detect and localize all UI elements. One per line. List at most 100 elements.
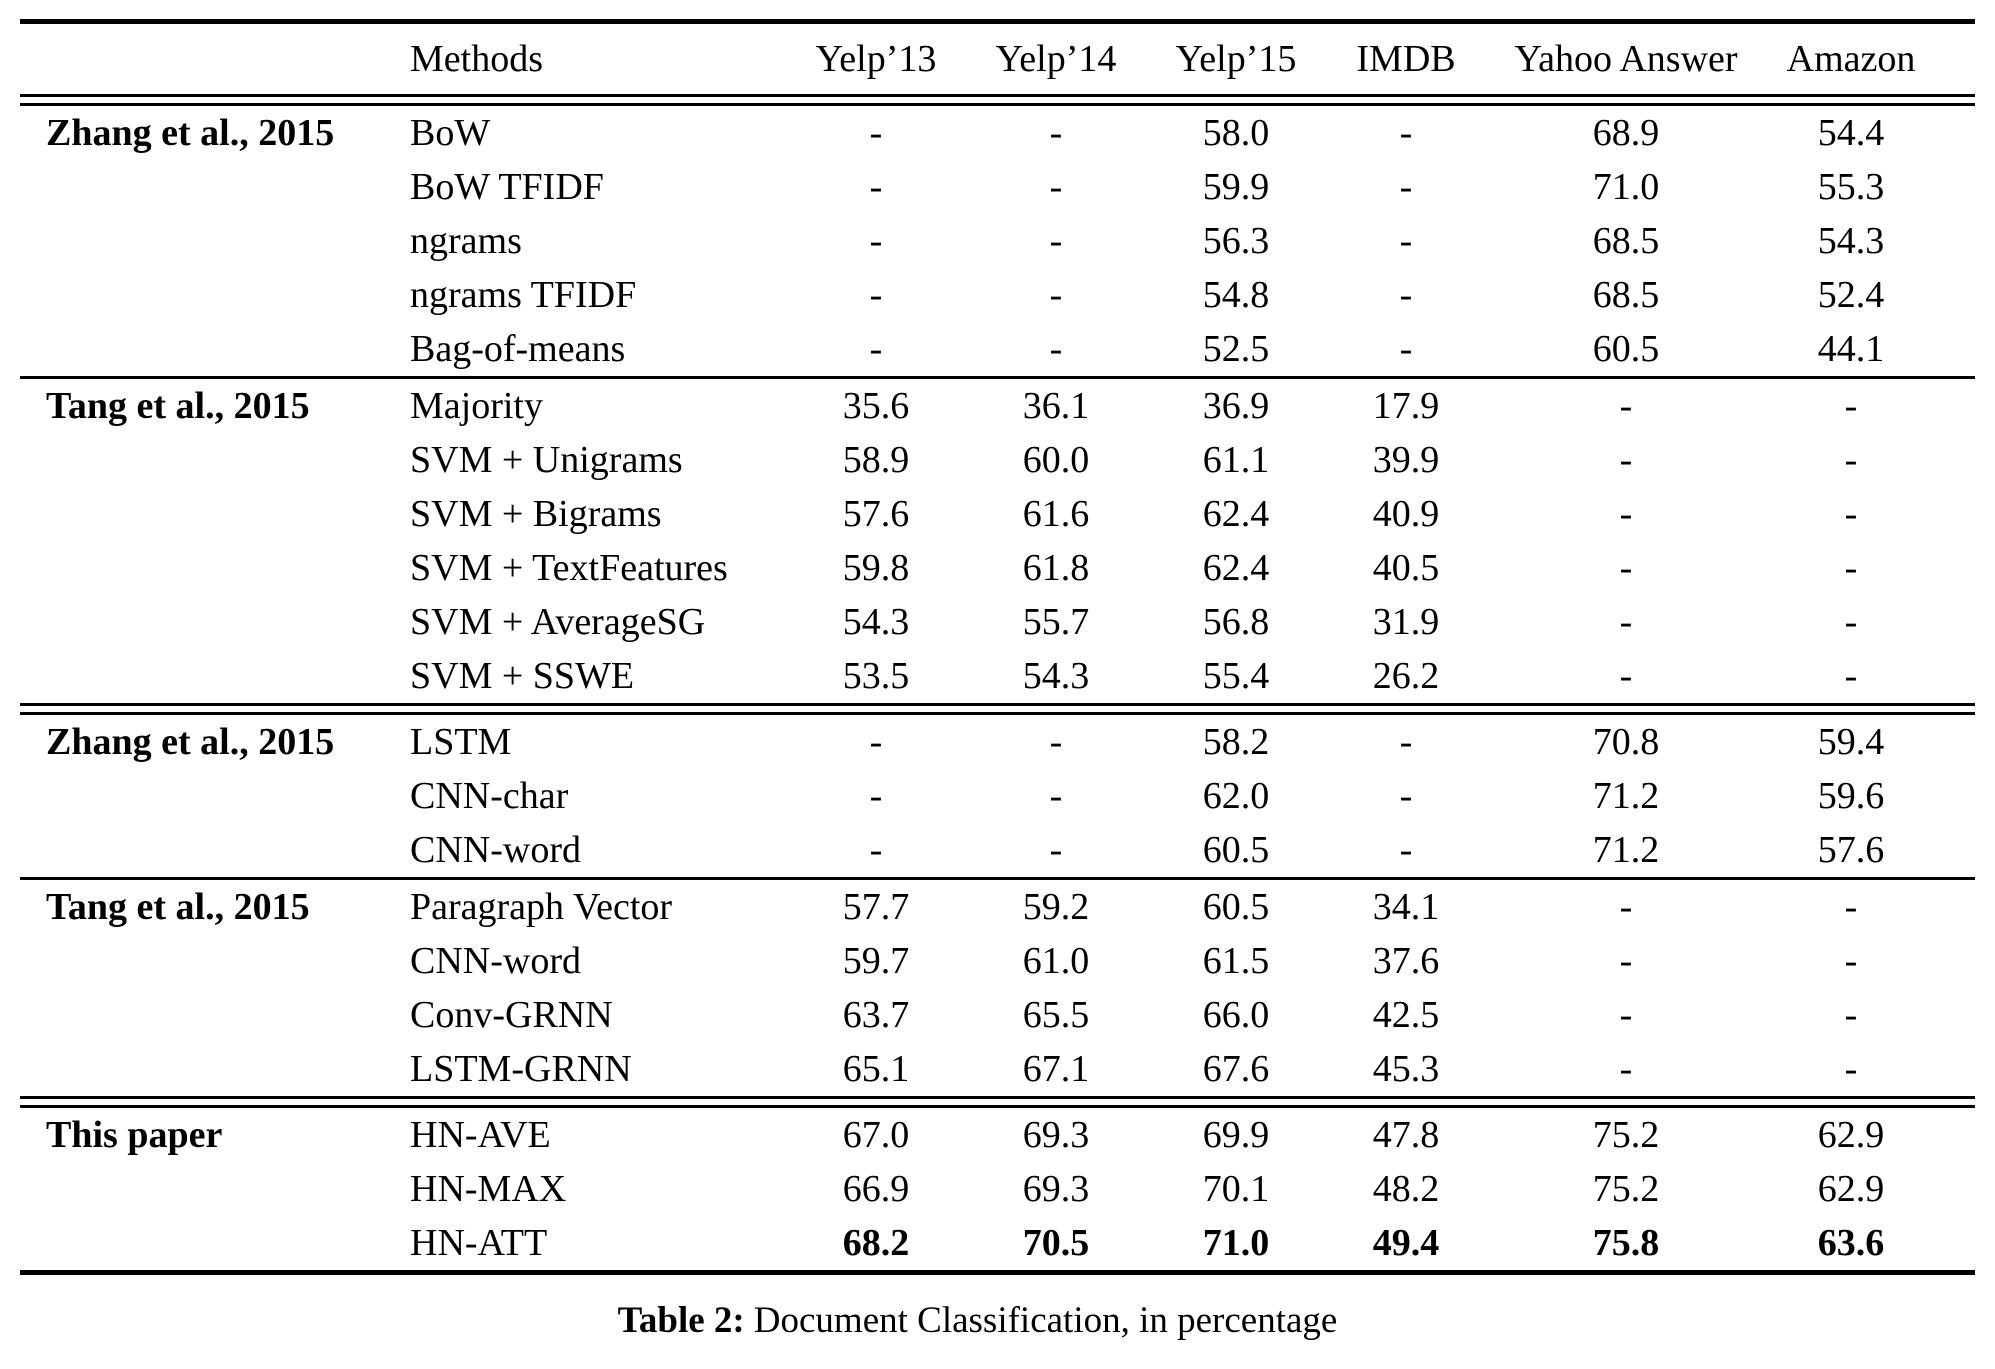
value-cell: 57.6 [1817, 829, 1885, 871]
value-cell: - [1844, 385, 1858, 427]
value-cell: - [1619, 994, 1633, 1036]
value-cell: 61.5 [1202, 940, 1270, 982]
value-cell: 40.9 [1372, 493, 1440, 535]
value-cell: 69.3 [1022, 1168, 1090, 1210]
value-cell: 63.7 [842, 994, 910, 1036]
value-cell: - [1619, 439, 1633, 481]
method-cell: LSTM [410, 721, 512, 763]
value-cell: - [1619, 655, 1633, 697]
value-cell: - [1049, 328, 1063, 370]
header-col-yelp13: Yelp’13 [815, 38, 937, 80]
table-row: ngrams TFIDF - - 54.8 - 68.5 52.4 [20, 268, 1975, 322]
value-cell: 59.6 [1817, 775, 1885, 817]
value-cell: 42.5 [1372, 994, 1440, 1036]
value-cell: 59.9 [1202, 166, 1270, 208]
value-cell: - [1399, 166, 1413, 208]
value-cell: - [1399, 274, 1413, 316]
value-cell: 34.1 [1372, 886, 1440, 928]
value-cell: 67.6 [1202, 1048, 1270, 1090]
value-cell: - [1399, 220, 1413, 262]
value-cell: - [1619, 601, 1633, 643]
table-row: Conv-GRNN 63.7 65.5 66.0 42.5 - - [20, 988, 1975, 1042]
value-cell: - [869, 775, 883, 817]
value-cell: 69.3 [1022, 1114, 1090, 1156]
table-row: CNN-word - - 60.5 - 71.2 57.6 [20, 823, 1975, 877]
method-cell: ngrams TFIDF [410, 274, 637, 316]
value-cell: 58.9 [842, 439, 910, 481]
value-cell: 71.0 [1592, 166, 1660, 208]
results-table: Methods Yelp’13 Yelp’14 Yelp’15 IMDB Yah… [20, 19, 1975, 1275]
value-cell: 52.4 [1817, 274, 1885, 316]
value-cell: 61.8 [1022, 547, 1090, 589]
section-rule-double [20, 703, 1975, 715]
value-cell: 70.8 [1592, 721, 1660, 763]
value-cell: - [1049, 721, 1063, 763]
value-cell: 61.0 [1022, 940, 1090, 982]
value-cell: - [1049, 220, 1063, 262]
method-cell: HN-MAX [410, 1168, 567, 1210]
method-cell: Paragraph Vector [410, 886, 673, 928]
value-cell: 60.5 [1202, 829, 1270, 871]
value-cell: - [1399, 829, 1413, 871]
value-cell: 61.1 [1202, 439, 1270, 481]
table-row: Zhang et al., 2015 BoW - - 58.0 - 68.9 54.4 [20, 106, 1975, 160]
value-cell: 62.9 [1817, 1168, 1885, 1210]
value-cell: 53.5 [842, 655, 910, 697]
value-cell: - [1619, 547, 1633, 589]
value-cell: - [1844, 886, 1858, 928]
table-row: SVM + TextFeatures 59.8 61.8 62.4 40.5 - - [20, 541, 1975, 595]
value-cell: - [1844, 1048, 1858, 1090]
table-row: BoW TFIDF - - 59.9 - 71.0 55.3 [20, 160, 1975, 214]
value-cell: 60.5 [1202, 886, 1270, 928]
value-cell: - [1844, 439, 1858, 481]
value-cell: 68.2 [842, 1222, 910, 1264]
value-cell: 57.6 [842, 493, 910, 535]
value-cell: 60.0 [1022, 439, 1090, 481]
value-cell: 62.4 [1202, 547, 1270, 589]
value-cell: 68.5 [1592, 220, 1660, 262]
group-label-cell: Zhang et al., 2015 [46, 721, 335, 763]
table-caption: Table 2: Document Classification, in perc… [0, 1299, 1955, 1342]
value-cell: - [1049, 775, 1063, 817]
method-cell: BoW [410, 112, 491, 154]
table-row: SVM + Bigrams 57.6 61.6 62.4 40.9 - - [20, 487, 1975, 541]
value-cell: 36.9 [1202, 385, 1270, 427]
method-cell: CNN-word [410, 829, 581, 871]
method-cell: Majority [410, 385, 543, 427]
group-label-cell: Zhang et al., 2015 [46, 112, 335, 154]
value-cell: 49.4 [1372, 1222, 1440, 1264]
value-cell: - [1844, 940, 1858, 982]
value-cell: 67.1 [1022, 1048, 1090, 1090]
value-cell: 66.0 [1202, 994, 1270, 1036]
value-cell: - [1049, 829, 1063, 871]
value-cell: 40.5 [1372, 547, 1440, 589]
method-cell: HN-AVE [410, 1114, 551, 1156]
method-cell: LSTM-GRNN [410, 1048, 632, 1090]
value-cell: 54.3 [842, 601, 910, 643]
value-cell: 75.2 [1592, 1114, 1660, 1156]
value-cell: 54.8 [1202, 274, 1270, 316]
table-row: ngrams - - 56.3 - 68.5 54.3 [20, 214, 1975, 268]
value-cell: 58.2 [1202, 721, 1270, 763]
table-row: Tang et al., 2015 Majority 35.6 36.1 36.9 17.… [20, 379, 1975, 433]
value-cell: 54.4 [1817, 112, 1885, 154]
table-row: CNN-word 59.7 61.0 61.5 37.6 - - [20, 934, 1975, 988]
value-cell: - [869, 112, 883, 154]
value-cell: 67.0 [842, 1114, 910, 1156]
rule-bottom [20, 1270, 1975, 1275]
value-cell: - [869, 274, 883, 316]
value-cell: 71.0 [1202, 1222, 1270, 1264]
value-cell: - [1399, 112, 1413, 154]
value-cell: 58.0 [1202, 112, 1270, 154]
value-cell: 59.4 [1817, 721, 1885, 763]
method-cell: SVM + AverageSG [410, 601, 706, 643]
header-col-yelp14: Yelp’14 [995, 38, 1117, 80]
table-row: This paper HN-AVE 67.0 69.3 69.9 47.8 75.2 62.9 [20, 1108, 1975, 1162]
section-rule-double [20, 1096, 1975, 1108]
value-cell: - [1844, 994, 1858, 1036]
value-cell: - [1049, 274, 1063, 316]
caption-label: Table 2: [617, 1300, 745, 1341]
method-cell: SVM + Bigrams [410, 493, 662, 535]
header-col-amazon: Amazon [1786, 38, 1916, 80]
value-cell: - [1399, 775, 1413, 817]
